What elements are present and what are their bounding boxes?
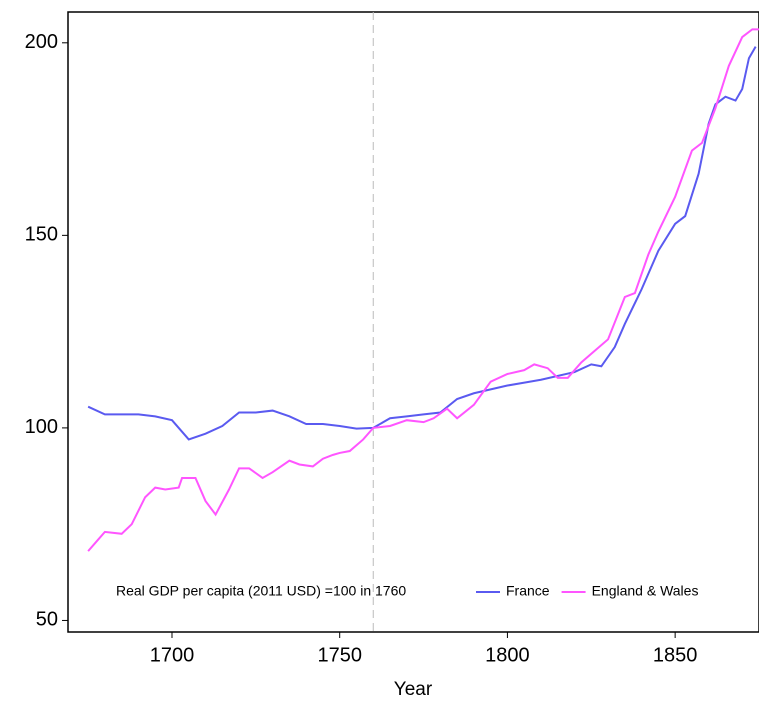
- y-tick-label: 150: [25, 224, 58, 246]
- y-tick-label: 100: [25, 416, 58, 438]
- x-axis-label: Year: [394, 679, 433, 700]
- x-tick-label: 1750: [317, 644, 362, 666]
- x-tick-label: 1800: [485, 644, 530, 666]
- series-line: [87, 28, 759, 552]
- series-line: [87, 46, 757, 441]
- y-tick-label: 50: [36, 609, 58, 631]
- y-tick-label: 200: [25, 31, 58, 53]
- plot-frame: [67, 11, 759, 633]
- x-tick-label: 1850: [653, 644, 698, 666]
- legend-title: Real GDP per capita (2011 USD) =100 in 1…: [116, 583, 406, 599]
- legend-label: England & Wales: [592, 583, 699, 599]
- legend-label: France: [506, 583, 550, 599]
- x-tick-label: 1700: [150, 644, 195, 666]
